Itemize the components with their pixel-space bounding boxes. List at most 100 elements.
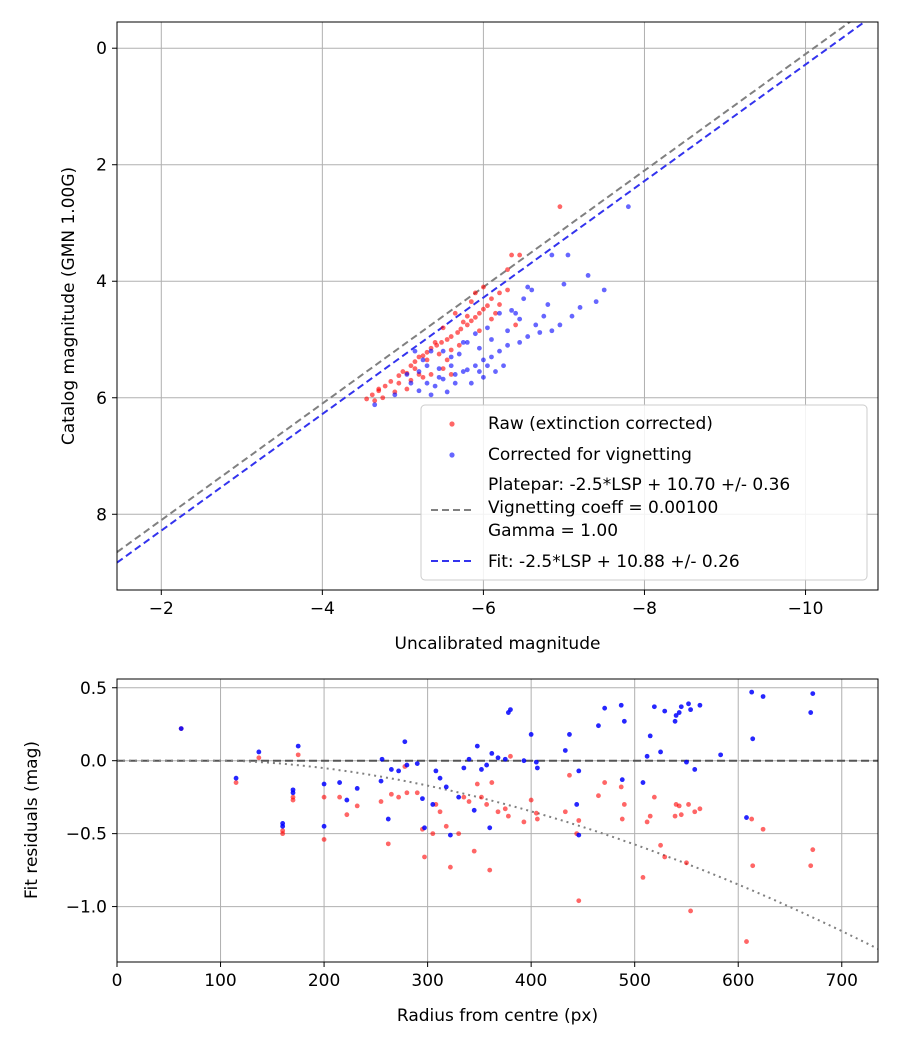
corrected-residual-point <box>618 702 624 708</box>
raw-residual-point <box>684 860 689 866</box>
raw-residual-point <box>396 794 402 800</box>
raw-residual-point <box>808 863 814 869</box>
corrected-point <box>408 380 414 386</box>
raw-residual-point <box>749 816 755 822</box>
raw-point <box>456 342 462 348</box>
raw-point <box>364 396 370 402</box>
corrected-residual-point <box>808 710 814 715</box>
raw-residual-point <box>414 790 420 796</box>
raw-residual-point <box>321 794 327 800</box>
corrected-residual-point <box>760 694 766 699</box>
corrected-residual-point <box>567 732 572 737</box>
raw-point <box>489 316 494 322</box>
corrected-point <box>541 313 547 319</box>
corrected-point <box>424 363 430 369</box>
bottom-x-tick-label: 0 <box>112 971 123 991</box>
raw-point <box>376 386 382 392</box>
legend-box <box>420 404 868 581</box>
corrected-point <box>537 330 543 335</box>
raw-point <box>476 328 482 334</box>
raw-residual-point <box>744 939 749 944</box>
corrected-point <box>505 342 510 348</box>
raw-residual-point <box>388 791 394 797</box>
corrected-residual-point <box>596 723 601 729</box>
corrected-point <box>472 363 478 369</box>
corrected-point <box>485 325 490 331</box>
raw-point <box>400 369 406 374</box>
bottom-x-tick-label: 200 <box>308 971 340 991</box>
raw-residual-point <box>658 842 663 848</box>
raw-residual-point <box>378 799 384 804</box>
bottom-lines <box>117 759 879 950</box>
raw-point <box>476 310 482 316</box>
corrected-residual-point <box>673 713 679 718</box>
corrected-residual-point <box>692 767 698 772</box>
raw-point <box>517 252 523 258</box>
corrected-residual-point <box>471 807 477 813</box>
corrected-point <box>525 334 531 339</box>
corrected-point <box>460 340 466 345</box>
top-y-tick-label: 2 <box>96 156 107 176</box>
corrected-residual-point <box>378 778 384 784</box>
corrected-residual-point <box>521 758 527 764</box>
raw-point <box>505 287 510 293</box>
raw-residual-point <box>618 784 624 790</box>
raw-point <box>448 347 454 353</box>
raw-point <box>513 322 519 328</box>
top-lines <box>117 22 867 564</box>
corrected-residual-point <box>744 815 749 820</box>
corrected-residual-point <box>420 796 425 802</box>
legend-fit-label: Fit: -2.5*LSP + 10.88 +/- 0.26 <box>488 552 740 572</box>
corrected-point <box>561 281 567 287</box>
raw-point <box>448 334 454 339</box>
top-y-tick-label: 8 <box>96 505 107 525</box>
corrected-residual-point <box>404 762 410 768</box>
corrected-point <box>432 383 438 389</box>
top-y-tick-label: 4 <box>96 272 107 292</box>
raw-residual-point <box>528 797 534 803</box>
corrected-residual-point <box>528 732 534 737</box>
corrected-point <box>521 296 527 302</box>
raw-point <box>412 359 418 365</box>
top-x-tick-label: −8 <box>632 599 657 619</box>
top-axes-frame <box>116 21 879 591</box>
legend: Raw (extinction corrected) Corrected for… <box>420 404 868 581</box>
raw-residual-point <box>505 813 511 819</box>
corrected-residual-point <box>337 780 343 785</box>
corrected-point <box>585 273 591 278</box>
raw-point <box>472 314 478 320</box>
top-x-axis-label: Uncalibrated magnitude <box>395 634 601 654</box>
corrected-point <box>481 357 486 363</box>
bottom-x-tick-label: 700 <box>826 971 858 991</box>
raw-residual-point <box>461 794 467 800</box>
corrected-point <box>517 340 523 345</box>
raw-residual-point <box>430 831 436 837</box>
corrected-point <box>489 354 494 360</box>
corrected-residual-point <box>379 756 385 762</box>
corrected-residual-point <box>280 823 286 829</box>
bottom-y-tick-label: 0.5 <box>80 679 107 699</box>
corrected-point <box>549 328 555 334</box>
corrected-residual-point <box>385 816 391 822</box>
corrected-residual-point <box>484 762 490 768</box>
raw-residual-point <box>647 813 653 819</box>
corrected-residual-point <box>688 707 693 713</box>
bottom-y-tick-label: 0.0 <box>80 752 107 772</box>
corrected-residual-point <box>447 832 453 838</box>
bottom-x-ticks: 0 100 200 300 400 500 600 700 <box>112 962 858 991</box>
raw-point <box>396 373 402 379</box>
raw-residual-point <box>521 819 527 825</box>
top-x-tick-label: −6 <box>471 599 496 619</box>
corrected-residual-point <box>686 701 691 707</box>
legend-gamma-label: Gamma = 1.00 <box>488 521 618 541</box>
bottom-axes-frame <box>116 678 879 963</box>
corrected-point <box>525 284 531 290</box>
corrected-residual-point <box>388 767 394 772</box>
corrected-point <box>436 374 442 380</box>
raw-residual-point <box>502 806 508 812</box>
corrected-residual-point <box>602 705 608 711</box>
corrected-residual-point <box>619 777 625 783</box>
corrected-point <box>513 310 519 316</box>
corrected-point <box>436 366 442 372</box>
corrected-residual-point <box>178 726 184 731</box>
